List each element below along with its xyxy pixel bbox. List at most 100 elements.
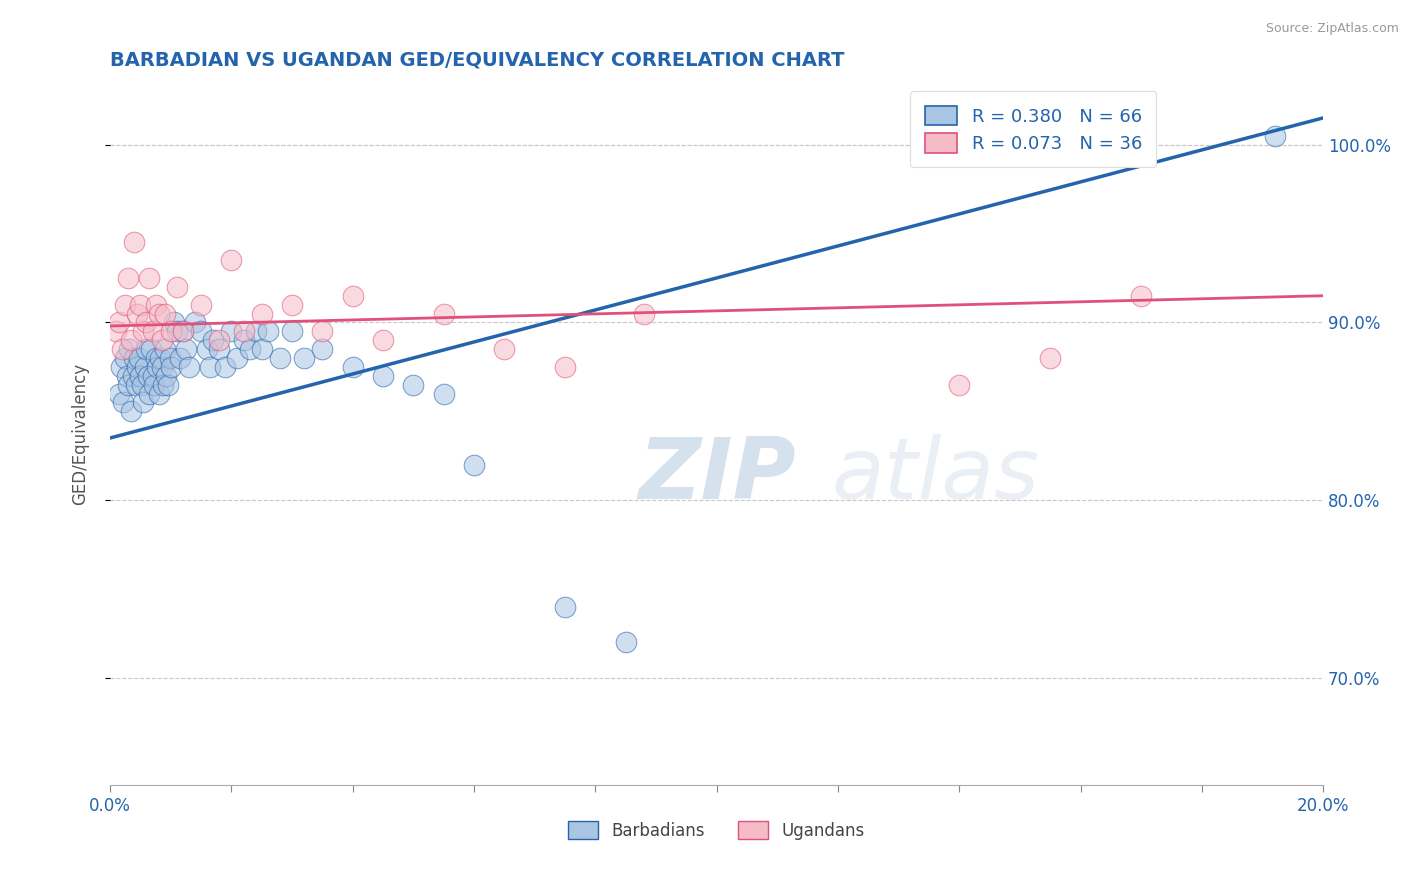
Point: [177, 359, 200, 374]
Point: [342, 289, 364, 303]
Point: [155, 368, 177, 383]
Point: [124, 235, 146, 250]
Point: [132, 324, 155, 338]
Point: [190, 298, 212, 312]
Point: [239, 342, 262, 356]
Point: [111, 342, 134, 356]
Point: [153, 306, 176, 320]
Text: atlas: atlas: [832, 434, 1040, 517]
Point: [129, 298, 152, 312]
Point: [108, 315, 131, 329]
Point: [166, 280, 188, 294]
Point: [117, 377, 139, 392]
Point: [141, 342, 163, 356]
Point: [371, 333, 394, 347]
Point: [159, 324, 181, 338]
Point: [256, 324, 278, 338]
Point: [554, 359, 576, 374]
Point: [135, 315, 157, 329]
Point: [136, 368, 159, 383]
Point: [131, 377, 153, 392]
Y-axis label: GED/Equivalency: GED/Equivalency: [72, 362, 89, 505]
Point: [311, 324, 333, 338]
Point: [127, 306, 149, 320]
Point: [184, 315, 207, 329]
Point: [195, 342, 218, 356]
Text: Source: ZipAtlas.com: Source: ZipAtlas.com: [1265, 22, 1399, 36]
Point: [145, 298, 167, 312]
Point: [115, 368, 138, 383]
Point: [141, 324, 163, 338]
Point: [250, 306, 273, 320]
Point: [156, 377, 179, 392]
Point: [371, 368, 394, 383]
Point: [614, 635, 637, 649]
Point: [226, 351, 249, 365]
Point: [146, 359, 169, 374]
Text: ZIP: ZIP: [638, 434, 796, 517]
Point: [1039, 351, 1062, 365]
Point: [129, 368, 152, 383]
Point: [633, 306, 655, 320]
Point: [433, 306, 456, 320]
Point: [132, 395, 155, 409]
Point: [190, 324, 212, 338]
Point: [150, 333, 173, 347]
Point: [114, 351, 136, 365]
Point: [105, 324, 128, 338]
Point: [245, 324, 267, 338]
Point: [159, 351, 181, 365]
Point: [1264, 128, 1286, 143]
Point: [463, 458, 485, 472]
Point: [232, 324, 254, 338]
Point: [208, 342, 231, 356]
Point: [166, 324, 188, 338]
Point: [250, 342, 273, 356]
Point: [127, 359, 149, 374]
Point: [1130, 289, 1153, 303]
Point: [110, 359, 132, 374]
Point: [311, 342, 333, 356]
Point: [174, 342, 197, 356]
Point: [433, 386, 456, 401]
Point: [172, 324, 194, 338]
Point: [202, 333, 225, 347]
Point: [128, 351, 150, 365]
Point: [124, 377, 146, 392]
Point: [145, 351, 167, 365]
Point: [163, 315, 186, 329]
Point: [118, 342, 141, 356]
Point: [134, 359, 156, 374]
Point: [214, 359, 236, 374]
Point: [153, 342, 176, 356]
Point: [120, 404, 142, 418]
Point: [208, 333, 231, 347]
Point: [138, 271, 160, 285]
Point: [402, 377, 425, 392]
Point: [135, 342, 157, 356]
Point: [117, 271, 139, 285]
Point: [138, 386, 160, 401]
Point: [112, 395, 135, 409]
Point: [172, 324, 194, 338]
Point: [122, 368, 145, 383]
Point: [269, 351, 291, 365]
Point: [149, 351, 172, 365]
Point: [494, 342, 516, 356]
Point: [114, 298, 136, 312]
Point: [148, 306, 170, 320]
Point: [198, 359, 221, 374]
Point: [221, 324, 243, 338]
Point: [108, 386, 131, 401]
Legend: R = 0.380   N = 66, R = 0.073   N = 36: R = 0.380 N = 66, R = 0.073 N = 36: [910, 91, 1156, 168]
Point: [554, 599, 576, 614]
Point: [221, 253, 243, 268]
Point: [148, 386, 170, 401]
Point: [124, 351, 146, 365]
Point: [281, 324, 304, 338]
Point: [342, 359, 364, 374]
Point: [281, 298, 304, 312]
Point: [948, 377, 970, 392]
Point: [292, 351, 315, 365]
Point: [232, 333, 254, 347]
